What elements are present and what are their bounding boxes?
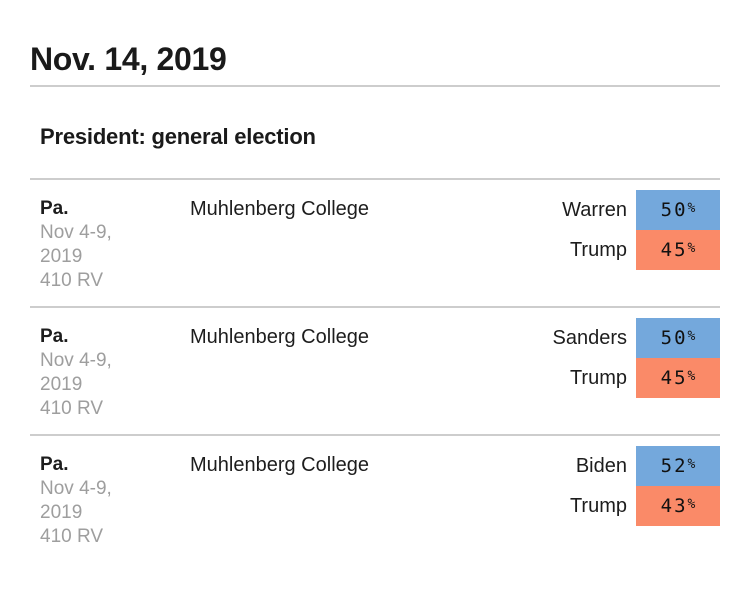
poll-date-line2: 2019 [40,374,83,395]
section-title: President: general election [40,124,316,149]
poll-sample-size: 410 RV [40,270,104,291]
percent-sign: % [687,368,696,384]
result-value: 52 [660,455,688,477]
poll-state: Pa. [40,326,69,347]
poll-results: Biden 52% Trump 43% [570,446,720,526]
poll-state: Pa. [40,198,69,219]
poll-results: Warren 50% Trump 45% [562,190,720,270]
candidate-name: Trump [569,494,627,517]
poll-pollster: Muhlenberg College [190,198,370,220]
result-value: 45 [660,239,688,261]
polls-list: Pa. Nov 4-9, 2019 410 RV Muhlenberg Coll… [30,178,720,562]
poll-row: Pa. Nov 4-9, 2019 410 RV Muhlenberg Coll… [30,434,720,562]
poll-sample-size: 410 RV [40,398,104,419]
poll-pollster: Muhlenberg College [190,454,370,476]
result-value-box: 50% [636,190,720,230]
poll-result-line: Trump 43% [570,486,720,526]
poll-meta: Pa. Nov 4-9, 2019 410 RV [40,197,190,293]
result-value-box: 45% [636,230,720,270]
poll-row: Pa. Nov 4-9, 2019 410 RV Muhlenberg Coll… [30,178,720,306]
poll-date-line2: 2019 [40,246,83,267]
candidate-name: Trump [569,238,627,261]
poll-state: Pa. [40,454,69,475]
poll-date-line2: 2019 [40,502,83,523]
poll-date-line1: Nov 4-9, [40,222,112,243]
result-value: 43 [660,495,688,517]
page-title: Nov. 14, 2019 [30,0,720,87]
poll-result-line: Trump 45% [562,230,720,270]
poll-pollster: Muhlenberg College [190,326,370,348]
percent-sign: % [687,200,696,216]
poll-date-line1: Nov 4-9, [40,478,112,499]
candidate-name: Biden [575,454,627,477]
result-value: 50 [660,199,688,221]
candidate-name: Sanders [552,326,628,349]
percent-sign: % [687,456,696,472]
poll-row: Pa. Nov 4-9, 2019 410 RV Muhlenberg Coll… [30,306,720,434]
poll-date-line1: Nov 4-9, [40,350,112,371]
poll-meta: Pa. Nov 4-9, 2019 410 RV [40,453,190,549]
result-value-box: 50% [636,318,720,358]
result-value: 45 [660,367,688,389]
result-value-box: 45% [636,358,720,398]
poll-result-line: Warren 50% [562,190,720,230]
poll-results: Sanders 50% Trump 45% [552,318,720,398]
percent-sign: % [687,328,696,344]
polls-page: Nov. 14, 2019 President: general electio… [30,0,720,562]
result-value: 50 [660,327,688,349]
result-value-box: 52% [636,446,720,486]
percent-sign: % [687,240,696,256]
poll-result-line: Biden 52% [570,446,720,486]
poll-result-line: Trump 45% [553,358,720,398]
candidate-name: Warren [562,198,627,221]
result-value-box: 43% [636,486,720,526]
candidate-name: Trump [569,366,627,389]
poll-meta: Pa. Nov 4-9, 2019 410 RV [40,325,190,421]
poll-result-line: Sanders 50% [552,318,720,358]
poll-sample-size: 410 RV [40,526,104,547]
percent-sign: % [687,496,696,512]
